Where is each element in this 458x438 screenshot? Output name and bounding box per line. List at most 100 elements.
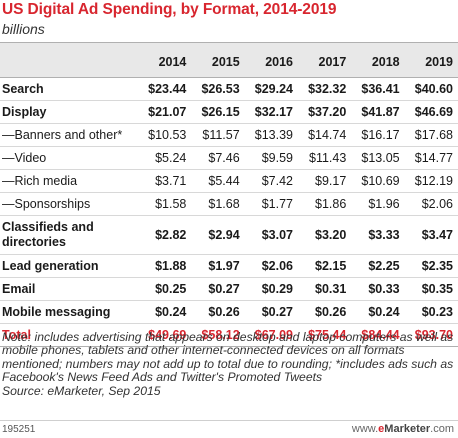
table-cell: $46.69 xyxy=(404,100,458,124)
row-label: Mobile messaging xyxy=(0,300,139,324)
table-cell: $1.96 xyxy=(351,192,405,216)
chart-id: 195251 xyxy=(2,424,36,435)
row-label: Total xyxy=(0,323,139,347)
table-cell: $7.46 xyxy=(191,146,245,170)
table-cell: $0.26 xyxy=(191,300,245,324)
table-row-classifieds: Classifieds and directories $2.82 $2.94 … xyxy=(0,215,458,255)
table-cell: $32.32 xyxy=(298,77,352,101)
table-cell: $58.12 xyxy=(191,323,245,347)
table-row-banners: —Banners and other* $10.53 $11.57 $13.39… xyxy=(0,123,458,147)
table-cell: $37.20 xyxy=(298,100,352,124)
table-cell: $13.05 xyxy=(351,146,405,170)
table-cell: $23.44 xyxy=(138,77,192,101)
table-cell: $5.24 xyxy=(138,146,192,170)
row-label: —Sponsorships xyxy=(0,192,139,216)
emarketer-logo[interactable]: www.eMarketer.com xyxy=(352,423,454,435)
table-cell: $3.71 xyxy=(138,169,192,193)
table-cell: $11.43 xyxy=(298,146,352,170)
table-cell: $0.29 xyxy=(244,277,298,301)
table-cell: $67.09 xyxy=(244,323,298,347)
chart-subtitle: billions xyxy=(2,21,45,37)
table-cell: $2.06 xyxy=(244,254,298,278)
row-label: Classifieds and directories xyxy=(0,215,139,255)
table-cell: $9.17 xyxy=(298,169,352,193)
table-cell: $1.68 xyxy=(191,192,245,216)
row-label: Search xyxy=(0,77,139,101)
footnote-block: Note: includes advertising that appears … xyxy=(2,330,456,398)
table-cell: $0.35 xyxy=(404,277,458,301)
table-cell: $75.44 xyxy=(298,323,352,347)
table-cell: $7.42 xyxy=(244,169,298,193)
table-cell: $49.69 xyxy=(138,323,192,347)
chart-title: US Digital Ad Spending, by Format, 2014-… xyxy=(2,1,337,18)
data-table-container: 2014 2015 2016 2017 2018 2019 Search $23… xyxy=(0,42,458,347)
logo-main: Marketer xyxy=(384,423,431,435)
table-cell: $1.86 xyxy=(298,192,352,216)
header-row: 2014 2015 2016 2017 2018 2019 xyxy=(0,42,458,78)
row-label: —Banners and other* xyxy=(0,123,139,147)
table-cell: $0.27 xyxy=(191,277,245,301)
table-cell: $0.27 xyxy=(244,300,298,324)
table-cell: $1.97 xyxy=(191,254,245,278)
logo-prefix: www. xyxy=(351,423,379,435)
table-cell: $10.69 xyxy=(351,169,405,193)
table-cell: $0.24 xyxy=(351,300,405,324)
table-cell: $9.59 xyxy=(244,146,298,170)
table-cell: $10.53 xyxy=(138,123,192,147)
table-cell: $0.26 xyxy=(298,300,352,324)
table-cell: $0.33 xyxy=(351,277,405,301)
table-cell: $14.77 xyxy=(404,146,458,170)
row-label: —Video xyxy=(0,146,139,170)
table-cell: $2.82 xyxy=(138,215,192,255)
table-cell: $2.25 xyxy=(351,254,405,278)
table-cell: $0.24 xyxy=(138,300,192,324)
table-cell: $84.44 xyxy=(351,323,405,347)
table-cell: $3.47 xyxy=(404,215,458,255)
header-year-2019: 2019 xyxy=(404,42,458,78)
row-label: Email xyxy=(0,277,139,301)
table-cell: $0.23 xyxy=(404,300,458,324)
table-row-lead-generation: Lead generation $1.88 $1.97 $2.06 $2.15 … xyxy=(0,254,458,278)
footnote-text: Note: includes advertising that appears … xyxy=(2,330,454,385)
table-cell: $40.60 xyxy=(404,77,458,101)
table-cell: $2.06 xyxy=(404,192,458,216)
row-label: —Rich media xyxy=(0,169,139,193)
table-cell: $0.31 xyxy=(298,277,352,301)
table-cell: $36.41 xyxy=(351,77,405,101)
table-cell: $1.58 xyxy=(138,192,192,216)
table-cell: $1.77 xyxy=(244,192,298,216)
table-row-search: Search $23.44 $26.53 $29.24 $32.32 $36.4… xyxy=(0,77,458,101)
table-cell: $32.17 xyxy=(244,100,298,124)
footer-bar: 195251 www.eMarketer.com xyxy=(0,420,458,438)
table-cell: $29.24 xyxy=(244,77,298,101)
table-cell: $5.44 xyxy=(191,169,245,193)
table-cell: $93.70 xyxy=(404,323,458,347)
table-row-mobile-messaging: Mobile messaging $0.24 $0.26 $0.27 $0.26… xyxy=(0,300,458,324)
table-cell: $16.17 xyxy=(351,123,405,147)
table-cell: $26.15 xyxy=(191,100,245,124)
data-table: 2014 2015 2016 2017 2018 2019 Search $23… xyxy=(0,42,458,347)
table-row-rich-media: —Rich media $3.71 $5.44 $7.42 $9.17 $10.… xyxy=(0,169,458,193)
logo-suffix: .com xyxy=(430,423,454,435)
table-cell: $0.25 xyxy=(138,277,192,301)
table-cell: $13.39 xyxy=(244,123,298,147)
table-cell: $3.07 xyxy=(244,215,298,255)
table-cell: $26.53 xyxy=(191,77,245,101)
logo-e: e xyxy=(378,423,385,435)
source-text: Source: eMarketer, Sep 2015 xyxy=(2,383,161,398)
table-row-display: Display $21.07 $26.15 $32.17 $37.20 $41.… xyxy=(0,100,458,124)
table-cell: $14.74 xyxy=(298,123,352,147)
header-label-cell xyxy=(0,42,139,78)
table-cell: $17.68 xyxy=(404,123,458,147)
table-cell: $11.57 xyxy=(191,123,245,147)
table-cell: $2.94 xyxy=(191,215,245,255)
table-row-video: —Video $5.24 $7.46 $9.59 $11.43 $13.05 $… xyxy=(0,146,458,170)
table-row-email: Email $0.25 $0.27 $0.29 $0.31 $0.33 $0.3… xyxy=(0,277,458,301)
table-cell: $2.15 xyxy=(298,254,352,278)
table-cell: $1.88 xyxy=(138,254,192,278)
header-year-2014: 2014 xyxy=(138,42,192,78)
header-year-2017: 2017 xyxy=(298,42,352,78)
header-year-2015: 2015 xyxy=(191,42,245,78)
table-cell: $3.33 xyxy=(351,215,405,255)
row-label: Lead generation xyxy=(0,254,139,278)
